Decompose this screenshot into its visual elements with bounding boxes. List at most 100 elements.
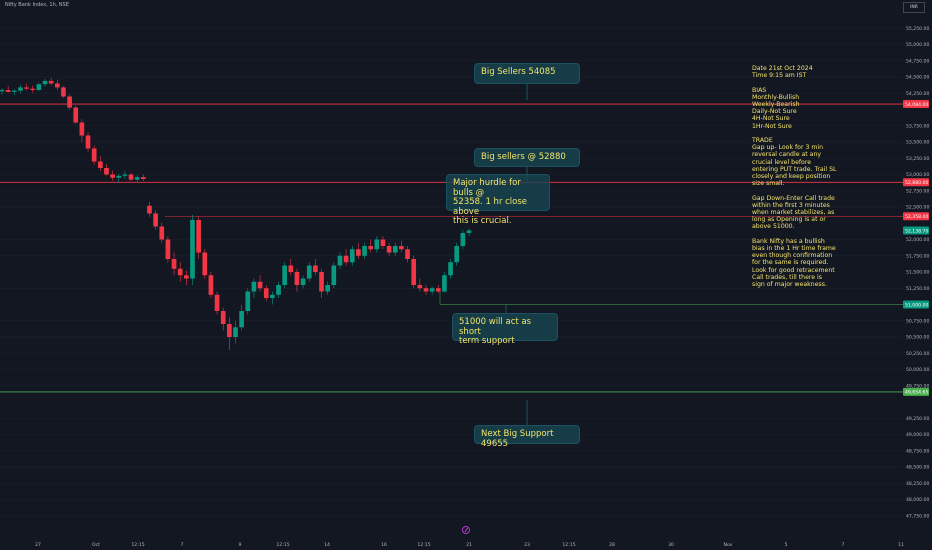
y-tick-label: 53,500.00 [906,140,929,146]
candle-body[interactable] [177,268,183,276]
candle-body[interactable] [325,285,331,292]
candle-body[interactable] [85,135,91,149]
candle-body[interactable] [36,84,42,90]
candle-body[interactable] [97,161,103,169]
candle-body[interactable] [411,259,417,285]
candle-body[interactable] [349,249,355,263]
x-tick-label: 21 [466,542,472,548]
candle-body[interactable] [417,285,423,289]
candle-body[interactable] [153,213,158,227]
candle-body[interactable] [319,272,324,292]
candle-body[interactable] [79,122,85,136]
candle-body[interactable] [442,275,447,292]
candle-body[interactable] [257,281,263,289]
candle-body[interactable] [282,265,287,286]
candle-body[interactable] [245,291,251,312]
candle-body[interactable] [147,205,152,214]
currency-button[interactable]: INR [903,2,925,13]
candle-body[interactable] [48,80,54,84]
price-tag-label: 51,000.00 [905,302,928,308]
candle-body[interactable] [11,90,17,92]
candle-body[interactable] [466,230,472,233]
candle-body[interactable] [91,148,97,162]
callout-big-sellers-52880[interactable]: Big sellers @ 52880 [474,148,580,167]
candle-body[interactable] [196,220,201,253]
candle-body[interactable] [24,87,29,89]
candle-body[interactable] [270,294,275,298]
callout-next-support[interactable]: Next Big Support 49655 [474,425,580,448]
candle-body[interactable] [128,174,134,180]
candle-body[interactable] [233,327,238,337]
candle-body[interactable] [61,87,66,97]
candle-body[interactable] [368,246,374,250]
candle-body[interactable] [386,246,392,253]
y-tick-label: 53,000.00 [906,172,929,178]
candle-body[interactable] [405,249,410,259]
candle-body[interactable] [208,275,214,295]
candle-body[interactable] [116,175,122,178]
candle-body[interactable] [263,288,269,298]
callout-big-sellers-54085[interactable]: Big Sellers 54085 [474,63,580,84]
price-tag[interactable] [903,212,929,221]
candle-body[interactable] [380,239,386,247]
candle-body[interactable] [134,177,140,180]
candle-body[interactable] [356,249,361,256]
candle-body[interactable] [110,174,115,178]
candle-body[interactable] [313,265,318,273]
price-tag[interactable] [903,300,929,309]
candle-body[interactable] [73,107,79,123]
candle-body[interactable] [300,278,306,286]
candle-body[interactable] [104,168,109,175]
candle-body[interactable] [399,246,404,250]
candle-body[interactable] [220,311,226,324]
candle-body[interactable] [30,88,36,90]
candle-body[interactable] [423,288,429,292]
candle-body[interactable] [454,246,460,263]
candle-body[interactable] [460,233,466,246]
callout-major-hurdle[interactable]: Major hurdle for bulls @ 52358. 1 hr clo… [446,174,550,226]
candle-body[interactable] [276,285,281,295]
candle-body[interactable] [337,255,343,266]
candle-body[interactable] [343,255,349,263]
candle-body[interactable] [331,265,337,286]
candle-body[interactable] [190,220,195,279]
candle-body[interactable] [429,288,435,292]
candle-body[interactable] [214,294,220,311]
symbol-title[interactable]: Nifty Bank Index, 1h, NSE [5,2,70,8]
candle-body[interactable] [18,87,23,91]
candle-body[interactable] [202,252,208,276]
x-tick-label: 12:15 [562,542,575,548]
candle-body[interactable] [159,226,165,240]
y-tick-label: 50,500.00 [906,335,929,341]
candle-body[interactable] [165,239,171,260]
candle-body[interactable] [362,246,367,256]
callout-support-51000[interactable]: 51000 will act as short term support [452,313,558,346]
candle-body[interactable] [435,288,441,292]
candle-body[interactable] [67,96,72,108]
candle-body[interactable] [227,324,232,337]
candle-body[interactable] [306,265,312,279]
x-tick-label: 12:15 [417,542,430,548]
candle-body[interactable] [184,275,189,279]
price-tag[interactable] [903,226,929,235]
candle-body[interactable] [5,90,11,92]
price-tag[interactable] [903,100,929,109]
candle-body[interactable] [288,265,294,273]
candle-body[interactable] [374,239,380,250]
candle-body[interactable] [171,259,177,269]
candle-body[interactable] [0,90,5,92]
candle-body[interactable] [251,281,257,292]
candle-body[interactable] [239,311,244,328]
event-marker-icon[interactable] [462,526,470,534]
candle-body[interactable] [392,246,398,253]
candle-body[interactable] [54,83,60,88]
y-tick-label: 48,500.00 [906,465,929,471]
candle-body[interactable] [140,177,146,180]
candle-body[interactable] [122,174,128,176]
candle-body[interactable] [42,80,48,85]
candle-body[interactable] [294,272,300,285]
price-tag[interactable] [903,178,929,187]
price-tag[interactable] [903,387,929,396]
candle-body[interactable] [448,262,453,276]
